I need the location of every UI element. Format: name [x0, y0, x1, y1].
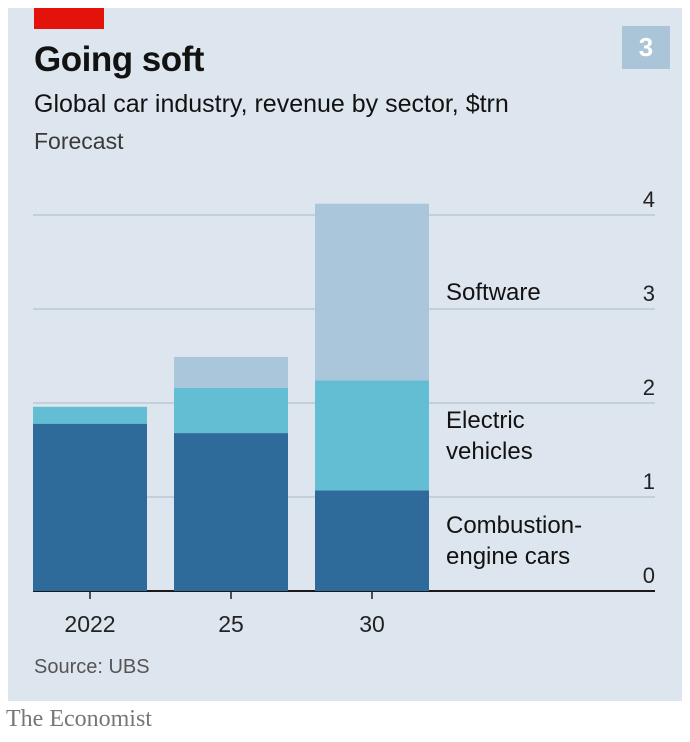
series-label-0-line-0: Combustion-	[446, 512, 582, 539]
chart-note: Forecast	[34, 128, 124, 154]
series-label-1-line-0: Electric	[446, 407, 525, 434]
bar-segment-25-0	[174, 433, 288, 591]
x-tick-label-25: 25	[218, 611, 244, 637]
x-tick-label-30: 30	[359, 611, 385, 637]
y-tick-label-4: 4	[643, 187, 655, 212]
bar-segment-2022-0	[33, 423, 147, 591]
y-tick-label-1: 1	[643, 469, 655, 494]
series-label-1-line-1: vehicles	[446, 438, 533, 465]
bar-segment-25-2	[174, 356, 288, 388]
series-labels: Combustion-engine cars Electric vehicles So…	[446, 279, 582, 570]
bar-segment-2022-1	[33, 406, 147, 424]
header-area: Going soft Global car industry, revenue …	[8, 8, 682, 701]
source-note: Source: UBS	[34, 656, 150, 678]
chart-title: Going soft	[34, 40, 204, 79]
chart-subtitle: Global car industry, revenue by sector, …	[34, 90, 509, 118]
y-tick-label-3: 3	[643, 281, 655, 306]
bar-segment-25-1	[174, 387, 288, 434]
series-label-2-line-0: Software	[446, 279, 541, 306]
bar-segment-30-1	[315, 380, 429, 491]
x-tick-label-2022: 2022	[64, 611, 115, 637]
bar-segment-30-0	[315, 490, 429, 591]
bars	[33, 203, 429, 591]
chart-number-badge: 3	[622, 26, 670, 69]
bar-segment-30-2	[315, 203, 429, 381]
brand-red-tag	[34, 8, 104, 29]
series-label-0-line-1: engine cars	[446, 543, 570, 570]
y-tick-label-2: 2	[643, 375, 655, 400]
y-tick-labels: 0 1 2 3 4	[643, 187, 655, 588]
x-tick-labels: 2022 25 30	[64, 591, 385, 637]
publisher-logo: The Economist	[6, 706, 152, 732]
y-tick-label-0: 0	[643, 563, 655, 588]
